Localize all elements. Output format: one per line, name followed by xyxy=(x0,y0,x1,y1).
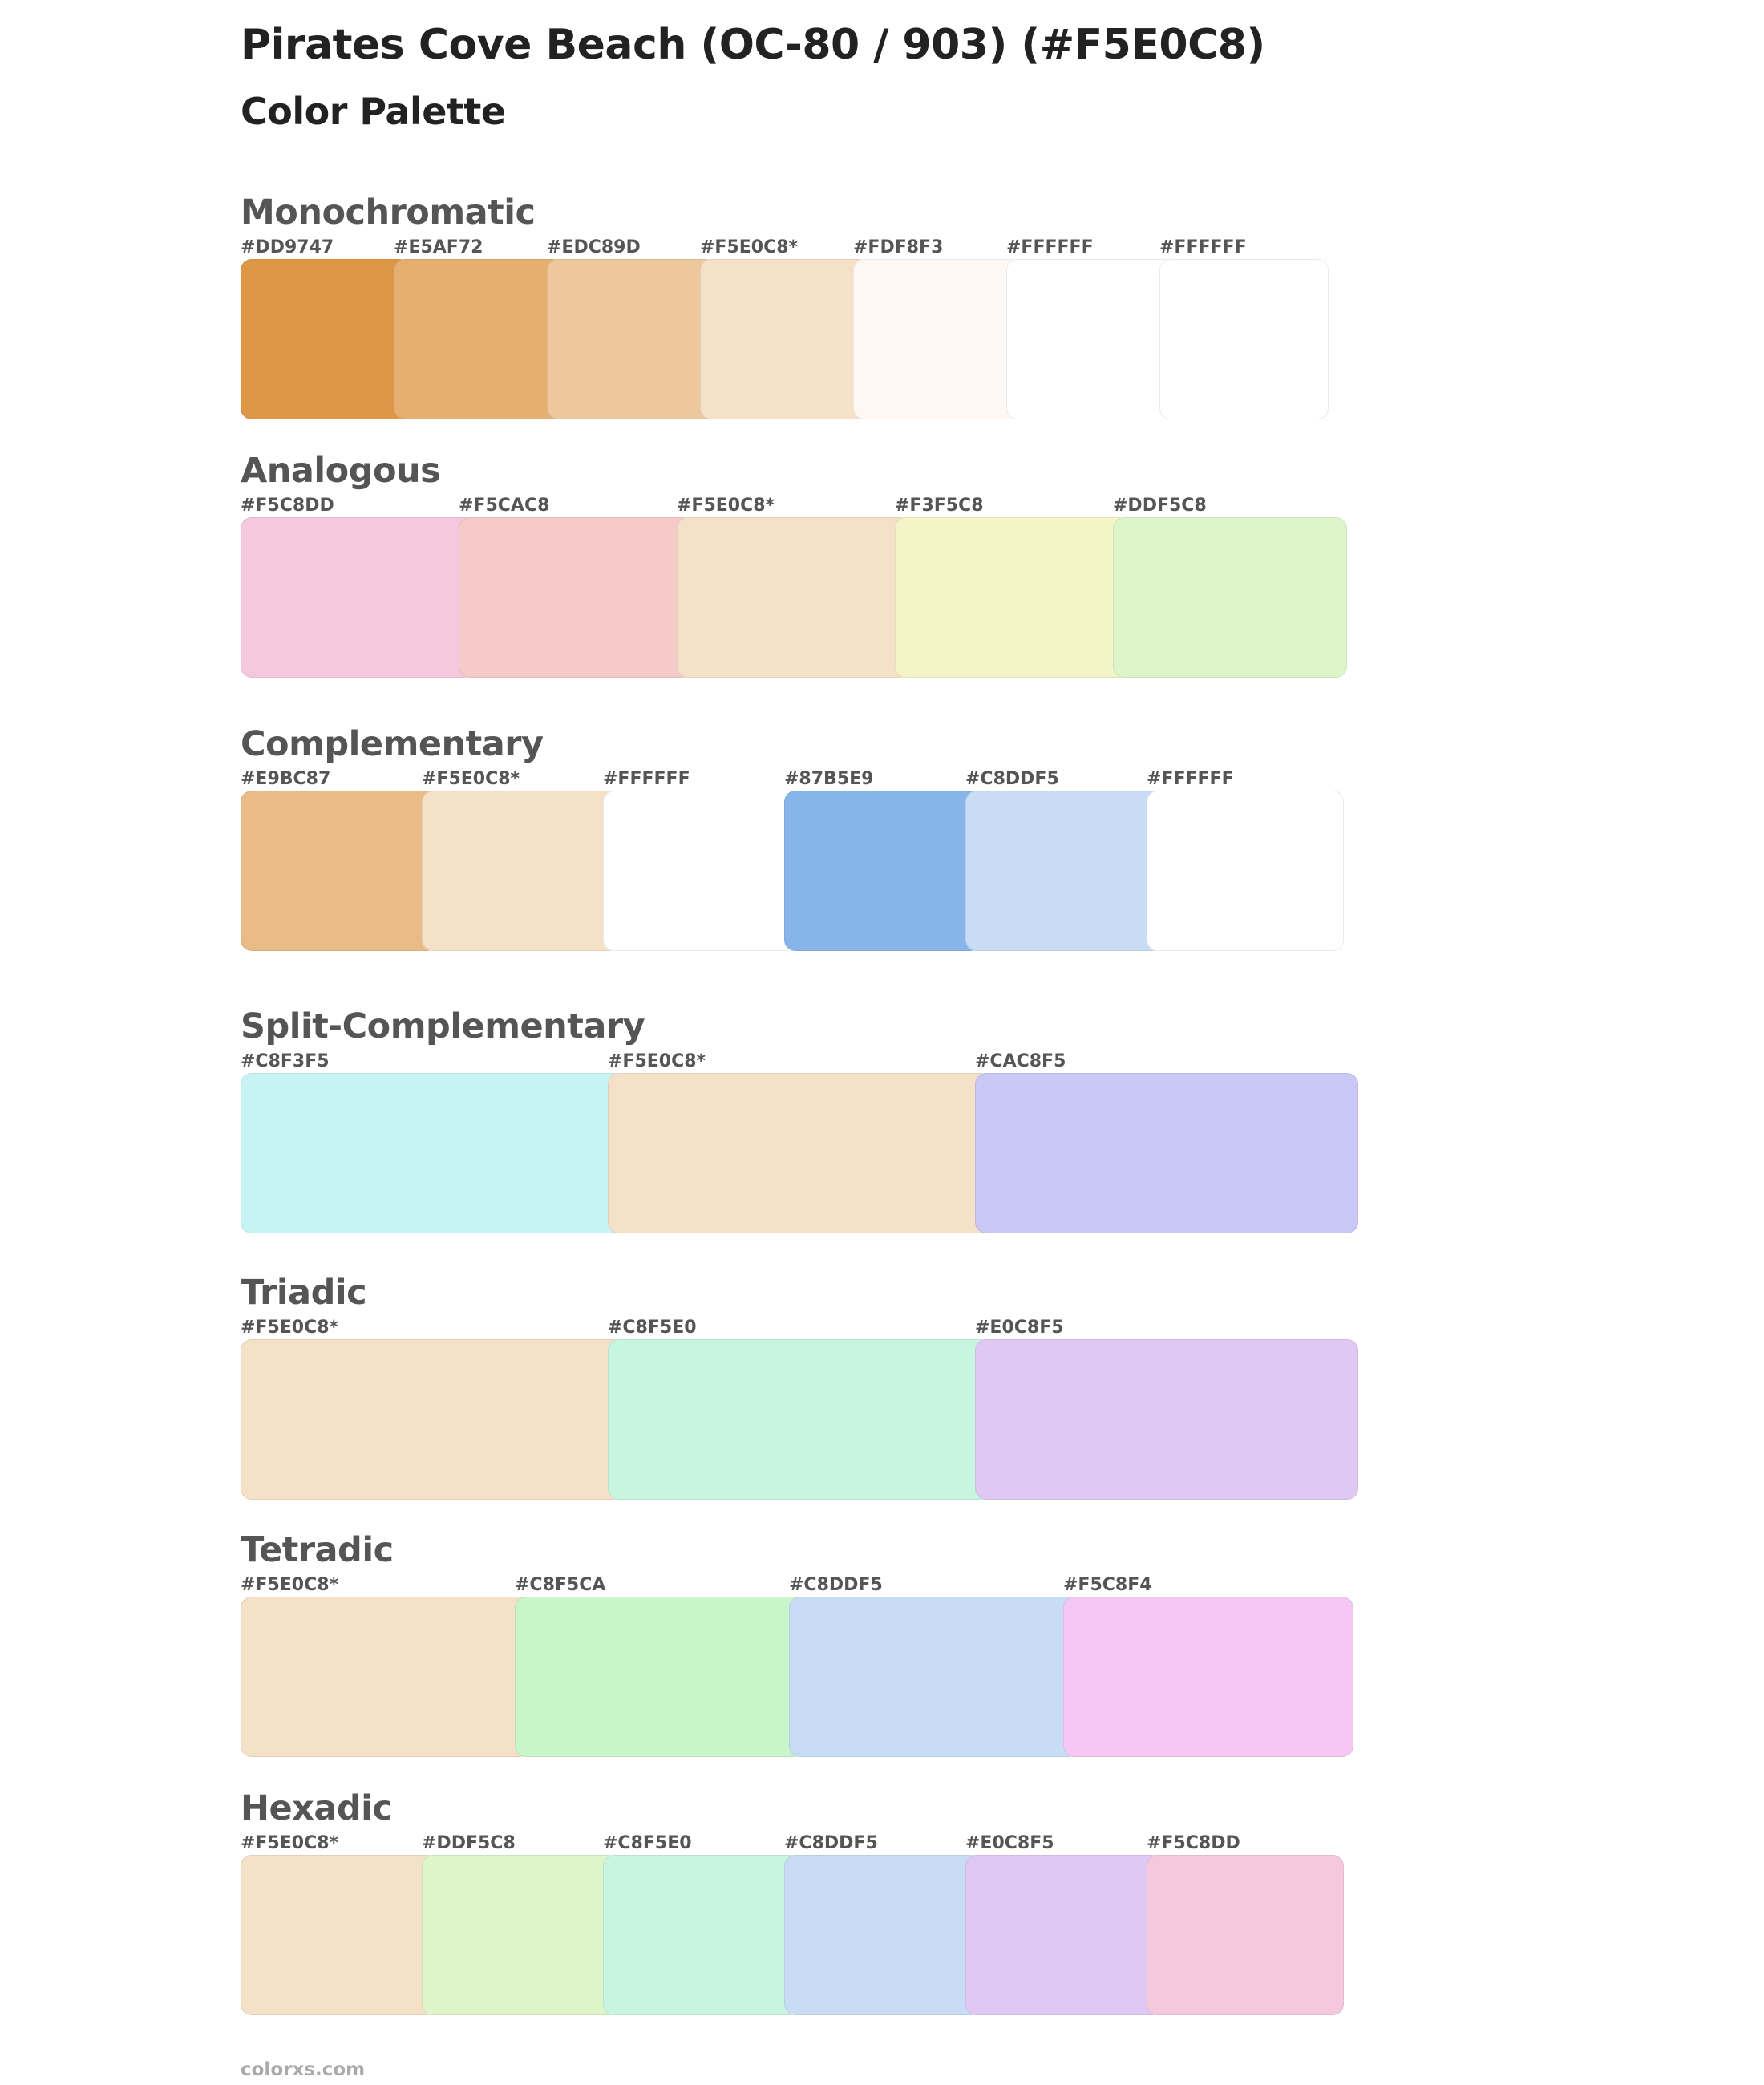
page-title: Pirates Cove Beach (OC-80 / 903) (#F5E0C… xyxy=(241,21,1265,69)
swatch-color-block[interactable] xyxy=(241,1855,438,2015)
hex-label[interactable]: #DDF5C8 xyxy=(422,1833,516,1853)
hex-label[interactable]: #F5E0C8* xyxy=(241,1833,339,1853)
swatch-color-block[interactable] xyxy=(1147,1855,1344,2015)
swatch-color-block[interactable] xyxy=(241,1073,624,1233)
swatch-color-block[interactable] xyxy=(965,791,1163,951)
swatch-color-block[interactable] xyxy=(1006,259,1175,419)
swatch-color-block[interactable] xyxy=(241,1339,624,1500)
swatch-row: #F5C8DD #F5CAC8 #F5E0C8* #F3F5C8 #DDF5C8 xyxy=(241,497,1443,678)
swatch-color-block[interactable] xyxy=(515,1597,805,1757)
hex-label[interactable]: #C8DDF5 xyxy=(789,1575,883,1595)
swatch-color-block[interactable] xyxy=(603,791,800,951)
hex-label[interactable]: #C8F5E0 xyxy=(603,1833,692,1853)
hex-label[interactable]: #F5E0C8* xyxy=(608,1051,706,1071)
hex-label[interactable]: #C8DDF5 xyxy=(965,769,1059,789)
swatch-color-block[interactable] xyxy=(1113,517,1347,678)
hex-label[interactable]: #FDF8F3 xyxy=(853,237,944,257)
hex-label[interactable]: #C8DDF5 xyxy=(784,1833,878,1853)
swatch-color-block[interactable] xyxy=(603,1855,800,2015)
swatch-color-block[interactable] xyxy=(853,259,1022,419)
hex-label[interactable]: #C8F5E0 xyxy=(608,1318,697,1338)
page-subtitle: Color Palette xyxy=(241,90,506,133)
swatch-color-block[interactable] xyxy=(422,1855,619,2015)
section-heading: Analogous xyxy=(241,451,441,491)
hex-label[interactable]: #F5C8DD xyxy=(241,496,334,516)
hex-label[interactable]: #F3F5C8 xyxy=(895,496,984,516)
swatch-color-block[interactable] xyxy=(700,259,869,419)
hex-label[interactable]: #E0C8F5 xyxy=(965,1833,1054,1853)
hex-label[interactable]: #E0C8F5 xyxy=(975,1318,1064,1338)
swatch-color-block[interactable] xyxy=(1063,1597,1353,1757)
swatch-color-block[interactable] xyxy=(459,517,693,678)
hex-label[interactable]: #FFFFFF xyxy=(1147,769,1234,789)
section-heading: Tetradic xyxy=(241,1530,394,1570)
swatch-color-block[interactable] xyxy=(975,1073,1358,1233)
swatch-color-block[interactable] xyxy=(241,1597,531,1757)
hex-label[interactable]: #C8F3F5 xyxy=(241,1051,330,1071)
hex-label[interactable]: #F5C8F4 xyxy=(1063,1575,1152,1595)
swatch-row: #F5E0C8* #C8F5E0 #E0C8F5 xyxy=(241,1319,1443,1500)
hex-label[interactable]: #E9BC87 xyxy=(241,769,331,789)
hex-label[interactable]: #F5E0C8* xyxy=(422,769,520,789)
hex-label[interactable]: #F5CAC8 xyxy=(459,496,550,516)
swatch-color-block[interactable] xyxy=(895,517,1129,678)
swatch-color-block[interactable] xyxy=(677,517,911,678)
swatch-color-block[interactable] xyxy=(789,1597,1079,1757)
section-heading: Hexadic xyxy=(241,1788,393,1828)
swatch-color-block[interactable] xyxy=(241,259,410,419)
hex-label[interactable]: #E5AF72 xyxy=(394,237,483,257)
swatch-color-block[interactable] xyxy=(1147,791,1344,951)
swatch-row: #C8F3F5 #F5E0C8* #CAC8F5 xyxy=(241,1053,1443,1233)
swatch-row: #F5E0C8* #DDF5C8 #C8F5E0 #C8DDF5 #E0C8F5 #F5C… xyxy=(241,1835,1443,2015)
swatch-color-block[interactable] xyxy=(784,791,981,951)
hex-label[interactable]: #F5E0C8* xyxy=(241,1575,339,1595)
swatch-row: #E9BC87 #F5E0C8* #FFFFFF #87B5E9 #C8DDF5 #FFF… xyxy=(241,771,1443,951)
swatch-color-block[interactable] xyxy=(608,1073,991,1233)
hex-label[interactable]: #F5E0C8* xyxy=(677,496,775,516)
hex-label[interactable]: #DD9747 xyxy=(241,237,334,257)
swatch-color-block[interactable] xyxy=(422,791,619,951)
hex-label[interactable]: #F5E0C8* xyxy=(241,1318,339,1338)
section-heading: Split-Complementary xyxy=(241,1006,645,1047)
section-heading: Triadic xyxy=(241,1273,367,1313)
hex-label[interactable]: #DDF5C8 xyxy=(1113,496,1207,516)
hex-label[interactable]: #87B5E9 xyxy=(784,769,874,789)
hex-label[interactable]: #C8F5CA xyxy=(515,1575,606,1595)
hex-label[interactable]: #F5C8DD xyxy=(1147,1833,1240,1853)
hex-label[interactable]: #CAC8F5 xyxy=(975,1051,1066,1071)
hex-label[interactable]: #FFFFFF xyxy=(1006,237,1094,257)
swatch-row: #F5E0C8* #C8F5CA #C8DDF5 #F5C8F4 xyxy=(241,1577,1443,1757)
swatch-color-block[interactable] xyxy=(1159,259,1329,419)
hex-label[interactable]: #FFFFFF xyxy=(1159,237,1247,257)
swatch-color-block[interactable] xyxy=(608,1339,991,1500)
swatch-color-block[interactable] xyxy=(784,1855,981,2015)
swatch-row: #DD9747 #E5AF72 #EDC89D #F5E0C8* #FDF8F3 #FFF… xyxy=(241,239,1443,419)
hex-label[interactable]: #F5E0C8* xyxy=(700,237,799,257)
swatch-color-block[interactable] xyxy=(394,259,563,419)
swatch-color-block[interactable] xyxy=(241,517,475,678)
section-heading: Complementary xyxy=(241,724,544,764)
swatch-color-block[interactable] xyxy=(975,1339,1358,1500)
swatch-color-block[interactable] xyxy=(547,259,716,419)
swatch-color-block[interactable] xyxy=(965,1855,1163,2015)
footer-site-link[interactable]: colorxs.com xyxy=(241,2059,366,2080)
section-heading: Monochromatic xyxy=(241,192,536,233)
hex-label[interactable]: #EDC89D xyxy=(547,237,641,257)
swatch-color-block[interactable] xyxy=(241,791,438,951)
hex-label[interactable]: #FFFFFF xyxy=(603,769,690,789)
